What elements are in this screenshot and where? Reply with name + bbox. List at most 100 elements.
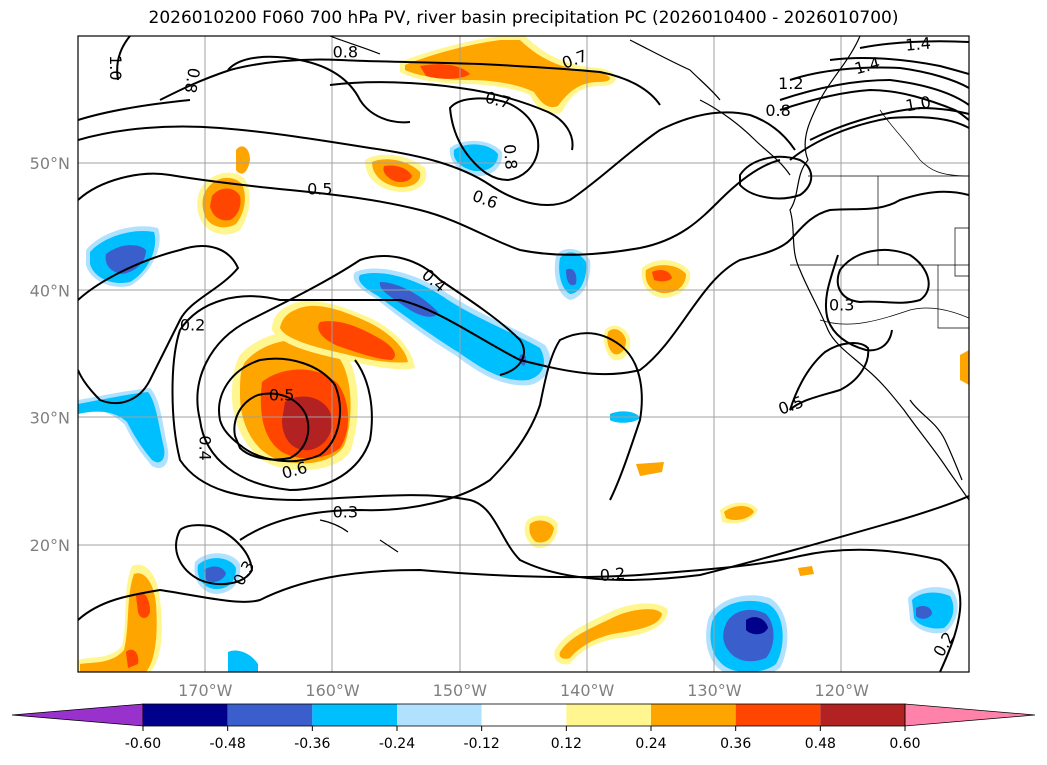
latitude-label: 50°N xyxy=(30,154,70,173)
colorbar-tick-label: 0.36 xyxy=(720,736,751,752)
colorbar-tick-label: 0.48 xyxy=(805,736,836,752)
colorbar-tick-label: -0.36 xyxy=(294,736,330,752)
longitude-label: 130°W xyxy=(687,681,742,700)
pv-contour-0.7 xyxy=(739,155,813,200)
latitude-label: 40°N xyxy=(30,281,70,300)
plot-title: 2026010200 F060 700 hPa PV, river basin … xyxy=(148,8,899,28)
contour-label: 0.8 xyxy=(765,101,790,120)
contour-label: 1.0 xyxy=(904,92,932,115)
positive-anomaly-region xyxy=(798,566,814,576)
colorbar-swatch xyxy=(227,704,313,726)
positive-anomaly-region xyxy=(420,64,470,79)
colorbar-tick-label: -0.12 xyxy=(464,736,500,752)
pv-contour-0.3 xyxy=(836,249,930,304)
longitude-labels: 170°W 160°W 150°W 140°W 130°W 120°W xyxy=(178,681,869,700)
negative-anomaly-region xyxy=(105,245,146,274)
pv-contour-1.4 xyxy=(859,40,969,49)
pv-contour-0.5 xyxy=(78,159,781,256)
pv-contour-1.2 xyxy=(809,106,969,141)
colorbar-tick-label: 0.12 xyxy=(551,736,582,752)
colorbar-outline xyxy=(142,703,906,727)
map-frame xyxy=(77,35,970,673)
pv-contour-0.7 xyxy=(448,97,540,182)
colorbar-swatch xyxy=(735,704,821,726)
negative-anomaly-region xyxy=(204,566,226,582)
pv-contour-1.0 xyxy=(78,36,191,121)
colorbar-swatch xyxy=(312,704,397,726)
positive-anomaly-region xyxy=(136,592,150,618)
pv-contour-0.2 xyxy=(78,548,962,672)
positive-anomaly-region xyxy=(652,270,672,282)
contour-label: 1.0 xyxy=(106,55,125,80)
colorbar-tick-label: 0.24 xyxy=(635,736,666,752)
positive-anomaly-region xyxy=(960,350,969,385)
positive-anomaly-region xyxy=(210,188,241,221)
contour-label: 0.8 xyxy=(333,42,358,61)
contour-label: 0.8 xyxy=(180,66,203,94)
contour-label: 0.3 xyxy=(829,295,854,314)
negative-anomaly-region xyxy=(912,592,954,629)
latitude-label: 30°N xyxy=(30,409,70,428)
pv-contour-0.2 xyxy=(78,245,240,405)
longitude-label: 120°W xyxy=(815,681,870,700)
pv-contour-0.5 xyxy=(218,357,341,463)
pv-contour-0.5 xyxy=(789,342,870,411)
map-content: 1.0 0.80.8 0.70.70.80.60.50.40.20.50.40.60… xyxy=(78,34,969,672)
positive-anomaly-region xyxy=(724,506,754,520)
pv-contour-0.2 xyxy=(171,329,969,581)
contour-label: 1.4 xyxy=(905,34,932,55)
pv-contour-0.6 xyxy=(233,392,310,461)
longitude-label: 160°W xyxy=(305,681,360,700)
pv-contour-0.8 xyxy=(159,58,661,106)
colorbar-swatch xyxy=(651,704,736,726)
latitude-label: 20°N xyxy=(30,536,70,555)
negative-anomaly-region xyxy=(78,392,165,463)
positive-anomaly-region xyxy=(318,321,395,360)
longitude-label: 150°W xyxy=(433,681,488,700)
positive-anomaly-region xyxy=(282,396,332,451)
negative-anomaly-region xyxy=(228,650,258,672)
colorbar-extend-low xyxy=(11,703,144,727)
coastline xyxy=(319,36,969,553)
colorbar-swatch xyxy=(143,704,228,726)
colorbar-swatch xyxy=(481,704,567,726)
pv-contour-0.8 xyxy=(779,88,969,121)
contour-label: 0.5 xyxy=(269,386,294,405)
pv-contour-0.5 xyxy=(824,254,893,352)
negative-anomaly-region xyxy=(746,617,768,635)
colorbar-tick-label: -0.48 xyxy=(210,736,246,752)
pv-contour-0.2 xyxy=(179,190,969,376)
pv-contour-0.8 xyxy=(227,55,411,124)
political-borders xyxy=(790,109,969,329)
pv-contour-1.4 xyxy=(829,57,969,75)
contour-label: 1.2 xyxy=(778,74,803,93)
colorbar-extend-high xyxy=(904,703,1036,727)
pv-contours xyxy=(78,36,969,672)
contour-label: 0.8 xyxy=(500,143,521,170)
negative-anomaly-region xyxy=(916,606,932,619)
pv-contour-0.4 xyxy=(199,359,373,492)
positive-anomaly-region xyxy=(636,462,664,476)
contour-label: 0.2 xyxy=(599,564,626,585)
positive-anomaly-region xyxy=(126,649,139,668)
pv-contour-0.6 xyxy=(78,111,796,206)
pv-contour-0.4 xyxy=(196,255,525,421)
pv-contour-1.0 xyxy=(779,78,969,106)
pv-contour-1.0 xyxy=(789,116,969,161)
contour-label: 0.5 xyxy=(307,180,332,199)
colorbar-tick-label: 0.60 xyxy=(889,736,920,752)
colorbar: -0.60 -0.48 -0.36 -0.24 -0.12 0.12 0.24 0.36 0.4… xyxy=(11,703,1036,752)
pv-contour-0.7 xyxy=(329,81,574,151)
positive-anomaly-region xyxy=(559,609,662,659)
colorbar-swatch xyxy=(566,704,651,726)
contour-label: 0.2 xyxy=(180,316,205,335)
colorbar-tick-label: -0.60 xyxy=(125,736,161,752)
colorbar-swatch xyxy=(820,704,905,726)
precip-shading xyxy=(78,36,969,672)
contour-label: 0.3 xyxy=(333,503,358,522)
colorbar-swatch xyxy=(397,704,482,726)
positive-anomaly-region xyxy=(236,146,250,174)
pv-contour-0.3 xyxy=(239,332,643,541)
positive-anomaly-region xyxy=(405,40,610,108)
